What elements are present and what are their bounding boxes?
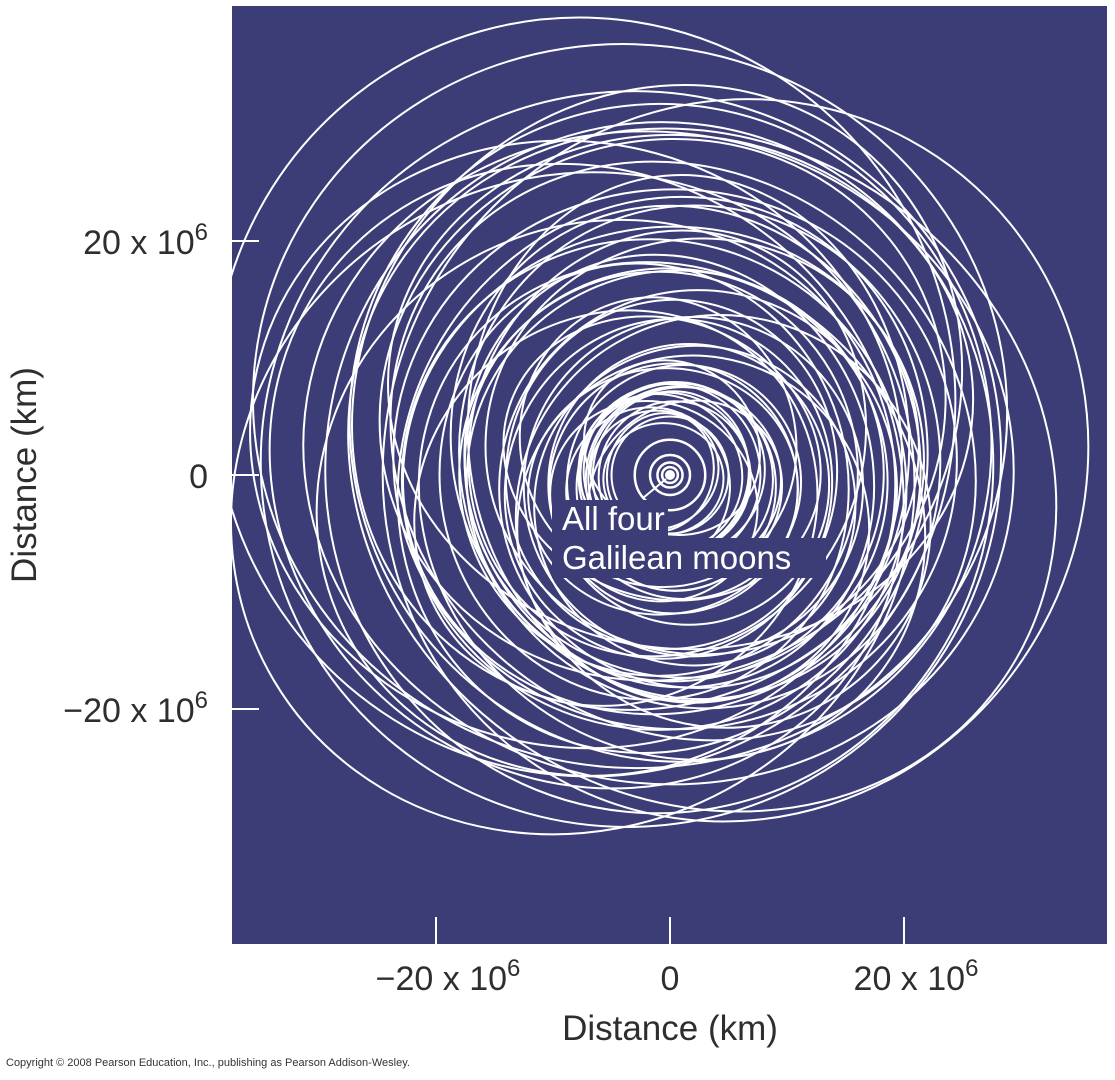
tick-label: −20 x 106 bbox=[376, 955, 521, 998]
orbit-path bbox=[502, 315, 822, 602]
orbit-path bbox=[458, 270, 859, 677]
galilean-orbits bbox=[633, 438, 707, 512]
galilean-orbit bbox=[633, 438, 707, 512]
tick-label: 0 bbox=[189, 458, 208, 496]
orbit-path bbox=[610, 415, 730, 535]
orbit-path bbox=[518, 296, 798, 589]
orbit-path bbox=[465, 269, 885, 683]
tick-label: 0 bbox=[661, 960, 680, 998]
orbit-path bbox=[417, 261, 927, 761]
jupiter-dot bbox=[665, 470, 675, 480]
orbit-path bbox=[516, 354, 871, 704]
orbit-path bbox=[522, 316, 865, 658]
copyright-text: Copyright © 2008 Pearson Education, Inc.… bbox=[6, 1057, 410, 1069]
orbit-path bbox=[392, 188, 958, 731]
orbit-path bbox=[381, 98, 1090, 823]
annotation-box bbox=[552, 500, 668, 540]
y-axis-ticks: 20 x 106 0 −20 x 106 bbox=[63, 219, 259, 730]
y-axis-title: Distance (km) bbox=[5, 367, 44, 583]
orbit-path bbox=[438, 262, 850, 701]
x-axis-title: Distance (km) bbox=[562, 1009, 778, 1048]
tick-label: −20 x 106 bbox=[63, 687, 208, 730]
tick-label: 20 x 106 bbox=[83, 219, 208, 262]
orbit-path bbox=[498, 289, 898, 689]
galilean-orbit bbox=[656, 461, 684, 489]
annotation-leader bbox=[642, 478, 667, 499]
orbit-path bbox=[396, 195, 929, 754]
orbit-path bbox=[302, 130, 1015, 786]
orbit-path bbox=[348, 102, 993, 763]
tick-label: 20 x 106 bbox=[854, 955, 979, 998]
orbit-path bbox=[259, 90, 1003, 828]
galilean-orbit bbox=[660, 465, 680, 485]
orbit-path bbox=[402, 225, 925, 716]
orbit-path bbox=[315, 218, 897, 777]
annotation-box bbox=[552, 538, 826, 578]
orbit-path bbox=[449, 204, 922, 701]
orbit-path bbox=[324, 121, 995, 815]
orbit-path bbox=[212, 16, 957, 778]
orbit-group bbox=[212, 16, 1090, 836]
annotation-label: All four bbox=[562, 500, 665, 537]
orbit-path bbox=[533, 344, 857, 667]
x-axis-ticks: −20 x 106 0 20 x 106 bbox=[376, 917, 979, 998]
orbit-path bbox=[547, 342, 831, 626]
orbit-path bbox=[400, 238, 908, 731]
orbit-path bbox=[575, 382, 777, 592]
galilean-orbit bbox=[648, 453, 692, 497]
orbit-path bbox=[252, 43, 1009, 770]
orbit-path bbox=[566, 364, 803, 601]
orbit-path bbox=[389, 160, 977, 742]
annotation-label: Galilean moons bbox=[562, 539, 791, 576]
orbit-path bbox=[463, 253, 876, 689]
orbit-path bbox=[268, 162, 905, 790]
orbit-path bbox=[504, 298, 839, 651]
orbit-path bbox=[378, 137, 947, 682]
